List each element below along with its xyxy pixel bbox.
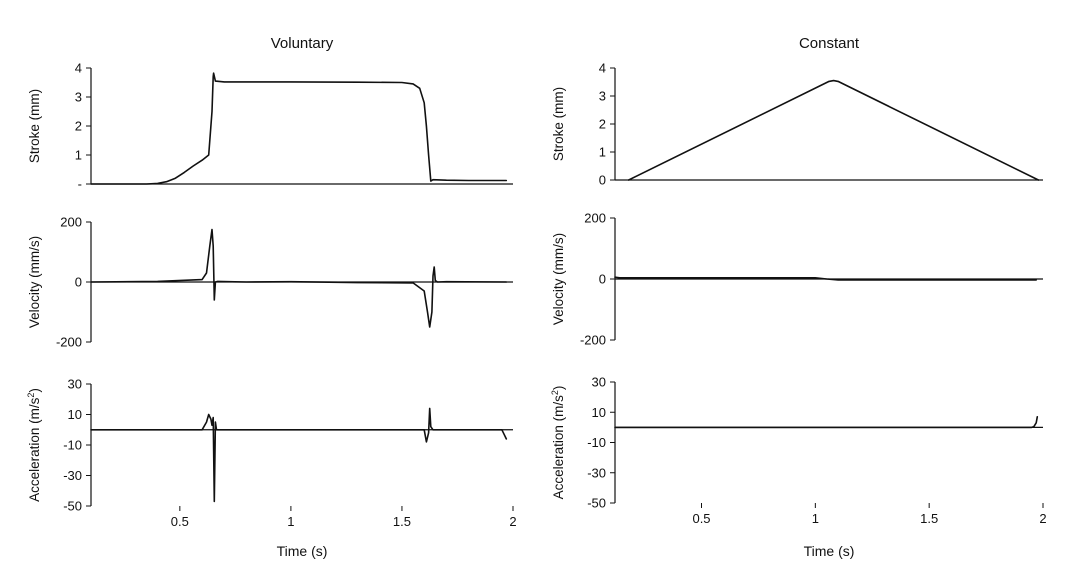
- y-tick-label: 2: [75, 119, 82, 134]
- y-tick-label: -50: [63, 499, 82, 514]
- y-tick-label: -200: [56, 335, 82, 350]
- x-tick-label: 1.5: [393, 514, 411, 529]
- y-tick-label: 0: [599, 272, 606, 287]
- chart-panel-1: - 1 2 3 4 Voluntary Stroke (mm): [27, 35, 513, 192]
- series-line-1: [90, 407, 508, 503]
- y-tick-label: 0: [599, 173, 606, 188]
- y-tick-label: 10: [592, 405, 606, 420]
- x-tick-label: 1: [812, 511, 819, 526]
- y-axis-label: Acceleration (m/s2): [26, 388, 42, 502]
- y-tick-label: 3: [75, 90, 82, 105]
- x-tick-label: 0.5: [692, 511, 710, 526]
- y-tick-label: -200: [580, 333, 606, 348]
- series-line-1: [614, 415, 1039, 429]
- x-tick-label: 0.5: [171, 514, 189, 529]
- series-line-1: [614, 276, 1037, 281]
- chart-panel-5: -200 0 200 Velocity (mm/s): [551, 211, 1043, 348]
- y-axis-label: Velocity (mm/s): [27, 236, 42, 328]
- y-tick-label: 4: [75, 61, 82, 76]
- y-tick-label: 200: [584, 211, 606, 226]
- y-tick-label: 4: [599, 61, 606, 76]
- x-tick-label: 1.5: [920, 511, 938, 526]
- y-axis-label: Acceleration (m/s2): [550, 386, 566, 500]
- y-tick-label: -: [78, 177, 82, 192]
- chart-title: Voluntary: [271, 35, 334, 52]
- y-tick-label: 1: [599, 145, 606, 160]
- y-tick-label: 3: [599, 89, 606, 104]
- y-tick-label: 0: [75, 275, 82, 290]
- y-tick-label: 30: [68, 377, 82, 392]
- y-axis-label: Stroke (mm): [551, 87, 566, 161]
- y-tick-label: 1: [75, 148, 82, 163]
- x-tick-label: 1: [287, 514, 294, 529]
- chart-title: Constant: [799, 35, 860, 52]
- y-tick-label: -10: [587, 435, 606, 450]
- y-tick-label: 200: [60, 215, 82, 230]
- y-tick-label: -50: [587, 496, 606, 511]
- series-line-1: [627, 79, 1040, 181]
- y-axis-label-superscript: 2: [26, 393, 36, 398]
- y-axis-label: Stroke (mm): [27, 89, 42, 163]
- y-tick-label: -10: [63, 438, 82, 453]
- y-axis-label-superscript: 2: [550, 390, 560, 395]
- x-axis-label: Time (s): [804, 543, 855, 559]
- y-tick-label: 30: [592, 375, 606, 390]
- y-tick-label: -30: [587, 465, 606, 480]
- y-tick-label: 10: [68, 407, 82, 422]
- y-tick-label: -30: [63, 468, 82, 483]
- series-line-1: [90, 228, 508, 328]
- x-axis-label: Time (s): [277, 543, 328, 559]
- y-tick-label: 2: [599, 117, 606, 132]
- chart-panel-2: -200 0 200 Velocity (mm/s): [27, 215, 513, 350]
- y-axis-label: Velocity (mm/s): [551, 233, 566, 325]
- x-tick-label: 2: [1039, 511, 1046, 526]
- x-tick-label: 2: [509, 514, 516, 529]
- series-line-1: [90, 72, 508, 185]
- chart-panel-4: 0 1 2 3 4 Constant Stroke (mm): [551, 35, 1043, 188]
